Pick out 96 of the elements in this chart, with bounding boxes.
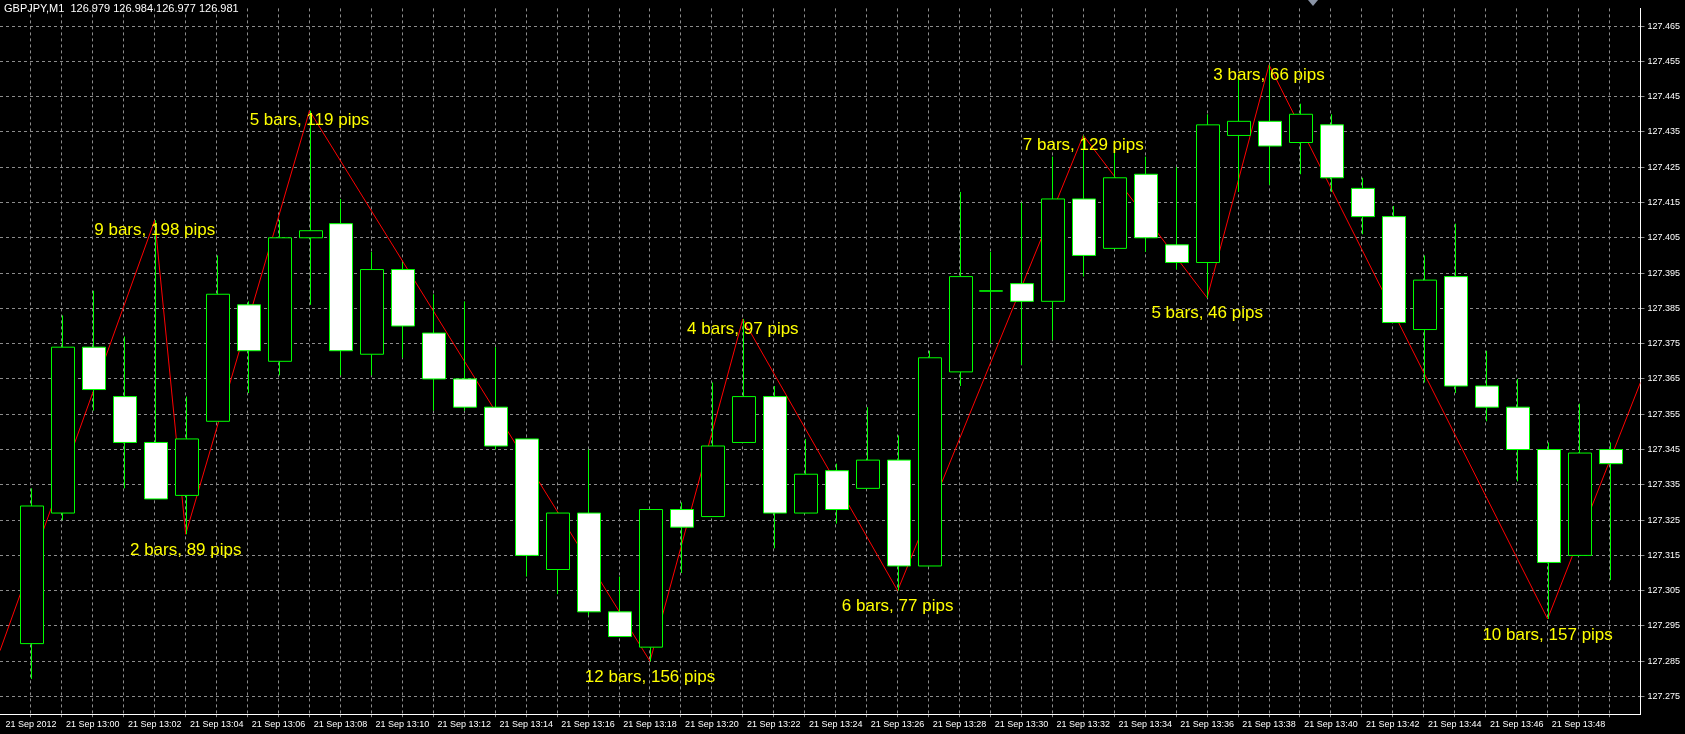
y-tick-label: 127.365 <box>1647 373 1681 384</box>
chart-title: GBPJPY,M1 126.979 126.984 126.977 126.981 <box>4 1 239 14</box>
x-tick-label: 21 Sep 13:32 <box>1056 719 1111 730</box>
candlestick <box>175 396 199 535</box>
candlestick <box>113 336 137 489</box>
candlestick <box>1351 177 1375 235</box>
candlestick <box>51 314 75 521</box>
y-tick-label: 127.385 <box>1647 302 1681 313</box>
candlestick <box>1444 223 1468 394</box>
candlestick <box>701 381 725 518</box>
candlestick <box>1506 378 1530 482</box>
y-tick-label: 127.345 <box>1647 444 1681 455</box>
candlestick <box>453 300 477 412</box>
candlestick <box>1196 113 1220 299</box>
candlestick <box>825 463 849 525</box>
candlestick <box>979 251 1003 345</box>
y-tick-label: 127.275 <box>1647 691 1681 702</box>
y-tick-label: 127.415 <box>1647 196 1681 207</box>
x-tick-label: 21 Sep 13:24 <box>808 719 863 730</box>
x-tick-label: 21 Sep 13:06 <box>251 719 306 730</box>
y-tick-label: 127.305 <box>1647 585 1681 596</box>
candlestick <box>1475 350 1499 422</box>
x-tick-label: 21 Sep 13:40 <box>1304 719 1358 730</box>
annotation: 5 bars, 46 pips <box>1151 303 1263 323</box>
x-tick-label: 21 Sep 13:44 <box>1427 719 1482 730</box>
candlestick <box>546 512 570 595</box>
annotation: 2 bars, 89 pips <box>129 539 242 559</box>
x-tick-label: 21 Sep 13:34 <box>1118 719 1173 730</box>
x-tick-label: 21 Sep 13:00 <box>66 719 120 730</box>
annotation: 6 bars, 77 pips <box>841 596 954 616</box>
candlestick <box>949 191 973 387</box>
x-tick-label: 21 Sep 13:14 <box>499 719 553 730</box>
y-tick-label: 127.295 <box>1647 620 1681 631</box>
x-tick-label: 21 Sep 13:38 <box>1242 719 1296 730</box>
x-tick-label: 21 Sep 13:02 <box>127 719 182 730</box>
candlestick <box>1041 156 1065 341</box>
x-tick-label: 21 Sep 13:28 <box>932 719 987 730</box>
candlestick <box>237 300 261 394</box>
y-tick-label: 127.465 <box>1647 20 1681 31</box>
candlestick <box>670 501 694 574</box>
candlestick <box>391 261 415 359</box>
candlestick <box>206 254 230 422</box>
x-tick-label: 21 Sep 13:26 <box>870 719 925 730</box>
candlestick <box>1568 403 1592 556</box>
x-tick-label: 21 Sep 13:18 <box>623 719 677 730</box>
y-tick-label: 127.285 <box>1647 655 1681 666</box>
y-tick-label: 127.425 <box>1647 161 1681 172</box>
x-tick-label: 21 Sep 13:08 <box>313 719 368 730</box>
x-tick-label: 21 Sep 13:16 <box>561 719 615 730</box>
candlestick <box>360 251 384 376</box>
x-tick-label: 21 Sep 13:36 <box>1180 719 1234 730</box>
y-tick-label: 127.455 <box>1647 55 1681 66</box>
y-tick-label: 127.445 <box>1647 91 1681 102</box>
candlestick <box>1010 202 1034 366</box>
y-tick-label: 127.315 <box>1647 549 1681 560</box>
candlestick <box>794 438 818 514</box>
candlestick <box>1413 254 1437 383</box>
candlestick <box>1382 205 1406 323</box>
y-tick-label: 127.435 <box>1647 126 1681 137</box>
candlestick <box>1320 113 1344 193</box>
x-tick-label: 21 Sep 13:42 <box>1366 719 1420 730</box>
y-tick-label: 127.335 <box>1647 479 1681 490</box>
x-tick-label: 21 Sep 13:04 <box>189 719 244 730</box>
candlestick <box>1165 166 1189 271</box>
y-tick-label: 127.355 <box>1647 408 1681 419</box>
y-tick-label: 127.375 <box>1647 338 1681 349</box>
candlestick <box>1289 103 1313 175</box>
x-tick-label: 21 Sep 13:46 <box>1489 719 1544 730</box>
x-tick-label: 21 Sep 13:30 <box>994 719 1049 730</box>
candlestick <box>20 487 44 680</box>
y-tick-label: 127.395 <box>1647 267 1681 278</box>
x-tick-label: 21 Sep 13:48 <box>1551 719 1606 730</box>
candlestick <box>577 449 601 616</box>
candlestick <box>1537 441 1561 620</box>
x-tick-label: 21 Sep 13:12 <box>437 719 492 730</box>
candlestick <box>82 290 106 412</box>
candlestick <box>268 219 292 376</box>
candlestick <box>763 385 787 549</box>
candlestick <box>887 434 911 592</box>
y-tick-label: 127.405 <box>1647 232 1681 243</box>
candlestick <box>608 576 632 638</box>
annotation: 4 bars, 97 pips <box>687 318 799 338</box>
candlestick <box>856 406 880 489</box>
x-tick-label: 21 Sep 13:10 <box>375 719 430 730</box>
candlestick <box>1599 441 1623 581</box>
candlestick <box>1134 156 1158 253</box>
x-tick-label: 21 Sep 13:22 <box>747 719 801 730</box>
x-tick-label: 21 Sep 2012 <box>5 719 57 730</box>
y-tick-label: 127.325 <box>1647 514 1681 525</box>
x-tick-label: 21 Sep 13:20 <box>685 719 739 730</box>
annotation: 10 bars, 157 pips <box>1482 624 1613 644</box>
candlestick <box>484 346 508 451</box>
candlestick <box>329 198 353 376</box>
annotation: 12 bars, 156 pips <box>584 666 716 686</box>
candlestick <box>422 293 446 412</box>
candlestick <box>639 509 663 662</box>
